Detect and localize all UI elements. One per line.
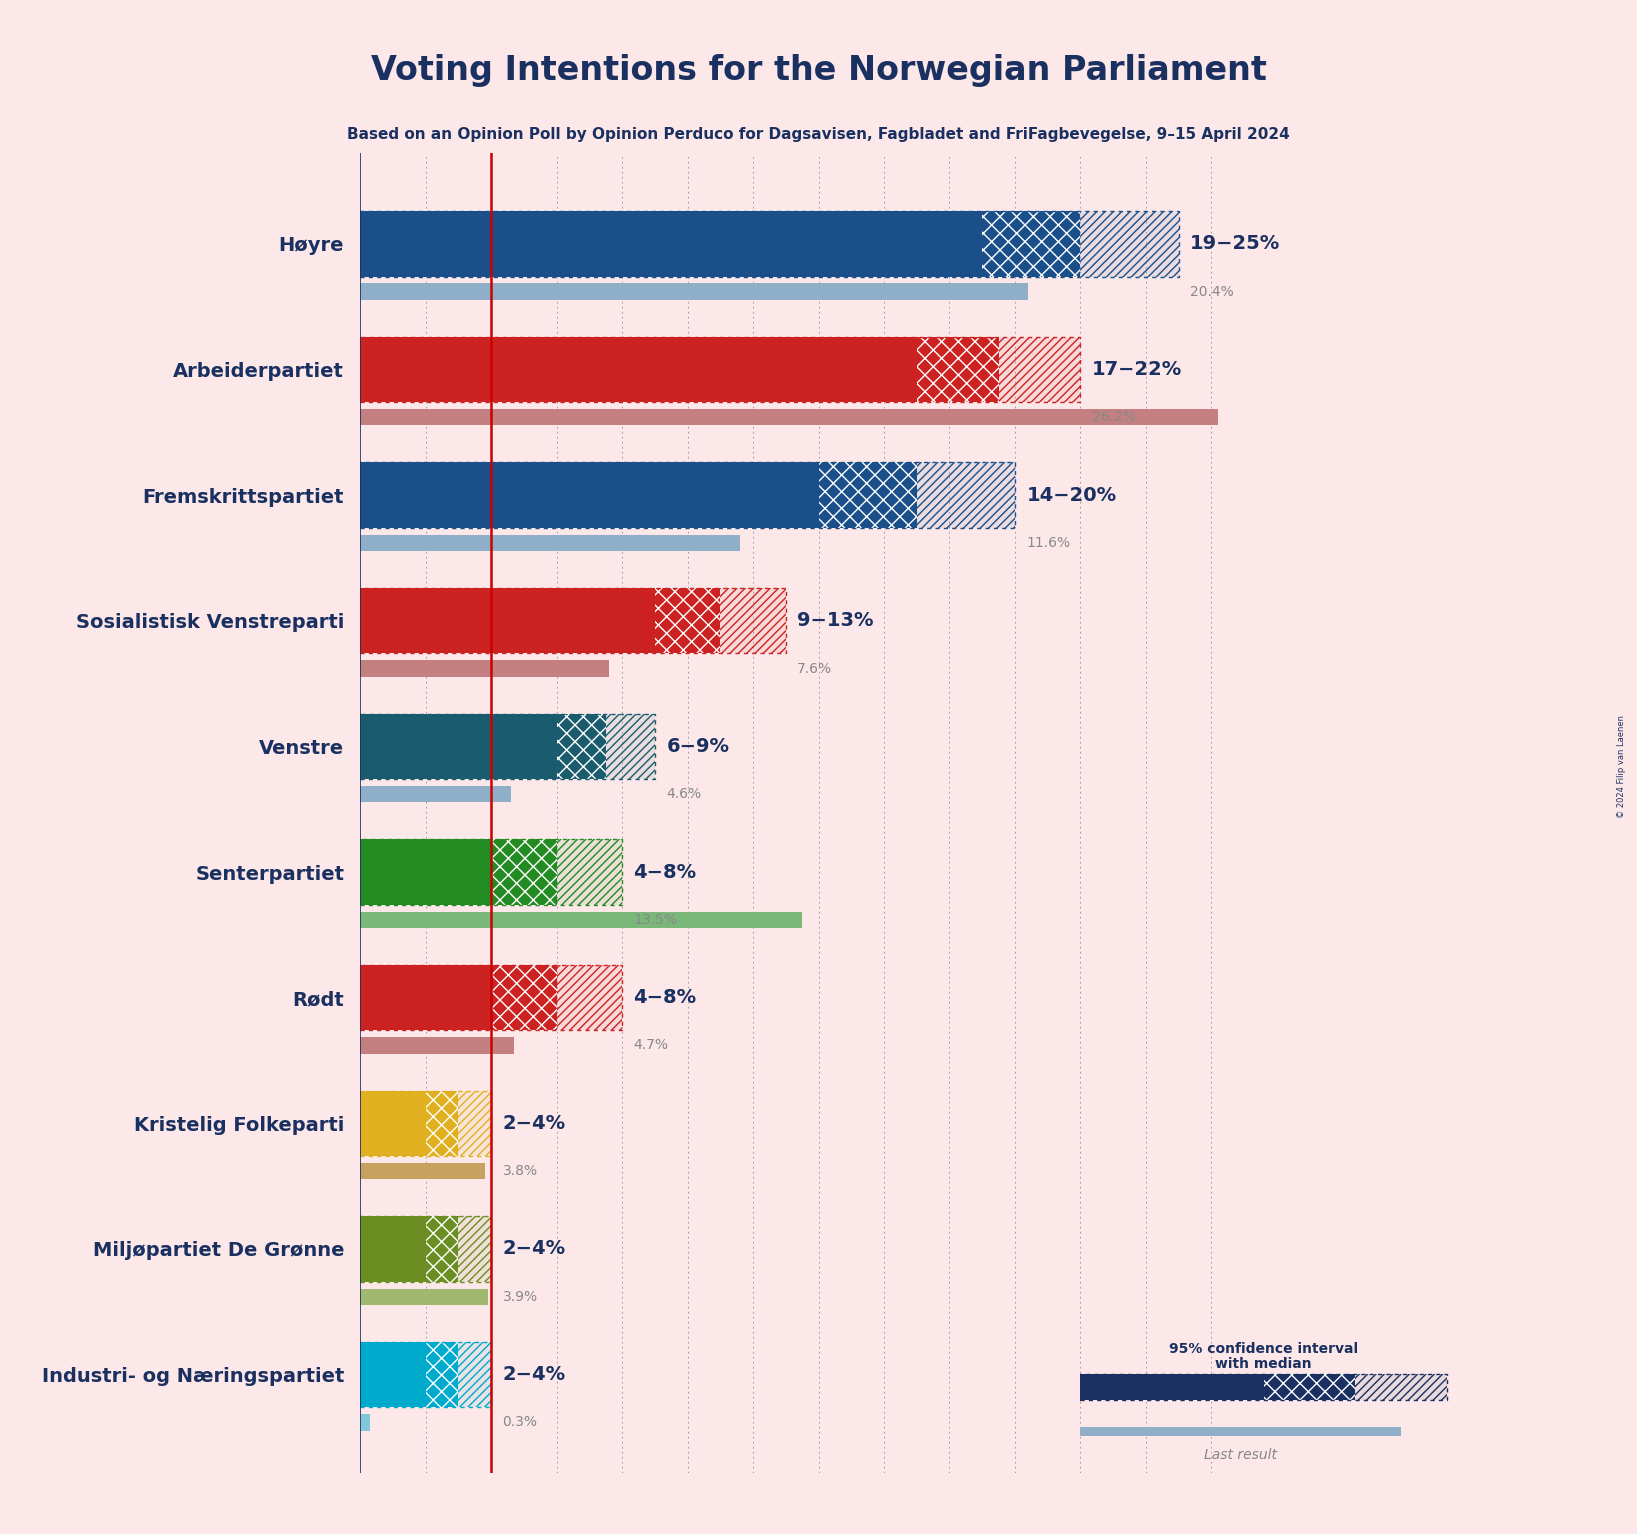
Bar	[360, 911, 802, 928]
Bar	[491, 839, 557, 905]
Text: 3.8%: 3.8%	[503, 1164, 537, 1178]
Bar	[360, 660, 609, 676]
Bar	[360, 284, 1028, 299]
Text: © 2024 Filip van Laenen: © 2024 Filip van Laenen	[1617, 715, 1626, 819]
Text: 2−4%: 2−4%	[503, 1365, 566, 1384]
Text: Based on an Opinion Poll by Opinion Perduco for Dagsavisen, Fagbladet and FriFag: Based on an Opinion Poll by Opinion Perd…	[347, 127, 1290, 143]
Bar	[1355, 1374, 1447, 1399]
Text: 17−22%: 17−22%	[1092, 360, 1182, 379]
Bar	[1355, 1374, 1447, 1399]
Bar	[1080, 1427, 1401, 1436]
Text: 4−8%: 4−8%	[634, 862, 697, 882]
Bar	[1080, 1374, 1264, 1399]
Bar	[1264, 1374, 1355, 1399]
Bar	[360, 1216, 426, 1282]
Text: Voting Intentions for the Norwegian Parliament: Voting Intentions for the Norwegian Parl…	[370, 54, 1267, 87]
Bar	[360, 1163, 485, 1180]
Bar	[360, 1037, 514, 1054]
Bar	[360, 1216, 491, 1282]
Bar	[458, 1216, 491, 1282]
Bar	[360, 535, 740, 551]
Bar	[360, 1091, 426, 1157]
Text: 4−8%: 4−8%	[634, 988, 697, 1008]
Text: 20.4%: 20.4%	[1190, 285, 1234, 299]
Bar	[360, 337, 917, 402]
Bar	[655, 588, 720, 653]
Bar	[360, 462, 1015, 528]
Bar	[557, 965, 622, 1031]
Bar	[360, 839, 491, 905]
Bar	[606, 713, 655, 779]
Bar	[491, 965, 557, 1031]
Bar	[606, 713, 655, 779]
Bar	[360, 462, 818, 528]
Bar	[458, 1091, 491, 1157]
Text: 4.6%: 4.6%	[666, 787, 701, 801]
Bar	[426, 1342, 458, 1407]
Bar	[426, 1216, 458, 1282]
Bar	[426, 1091, 458, 1157]
Bar	[458, 1091, 491, 1157]
Bar	[917, 462, 1015, 528]
Bar	[999, 337, 1080, 402]
Text: 13.5%: 13.5%	[634, 913, 678, 927]
Bar	[360, 1289, 488, 1305]
Bar	[360, 1342, 491, 1407]
Text: Last result: Last result	[1205, 1448, 1277, 1462]
Bar	[1080, 1374, 1447, 1399]
Text: 19−25%: 19−25%	[1190, 235, 1280, 253]
Bar	[557, 839, 622, 905]
Bar	[982, 212, 1080, 276]
Bar	[917, 462, 1015, 528]
Bar	[458, 1342, 491, 1407]
Bar	[360, 212, 982, 276]
Bar	[360, 965, 491, 1031]
Text: 4.7%: 4.7%	[634, 1039, 668, 1052]
Bar	[720, 588, 786, 653]
Bar	[360, 839, 622, 905]
Bar	[818, 462, 917, 528]
Bar	[360, 1091, 491, 1157]
Bar	[458, 1342, 491, 1407]
Bar	[360, 713, 655, 779]
Bar	[557, 839, 622, 905]
Bar	[720, 588, 786, 653]
Bar	[360, 1342, 426, 1407]
Bar	[360, 713, 557, 779]
Bar	[458, 1216, 491, 1282]
Text: 7.6%: 7.6%	[797, 661, 832, 675]
Bar	[917, 337, 999, 402]
Text: 14−20%: 14−20%	[1026, 486, 1116, 505]
Bar	[360, 337, 1080, 402]
Bar	[360, 588, 786, 653]
Text: 11.6%: 11.6%	[1026, 535, 1071, 549]
Text: 3.9%: 3.9%	[503, 1290, 537, 1304]
Bar	[557, 965, 622, 1031]
Text: 9−13%: 9−13%	[797, 611, 874, 630]
Bar	[360, 785, 511, 802]
Text: 2−4%: 2−4%	[503, 1239, 566, 1258]
Bar	[1080, 212, 1179, 276]
Bar	[999, 337, 1080, 402]
Text: 2−4%: 2−4%	[503, 1114, 566, 1132]
Text: 6−9%: 6−9%	[666, 736, 728, 756]
Bar	[360, 410, 1218, 425]
Text: 95% confidence interval: 95% confidence interval	[1169, 1342, 1359, 1356]
Bar	[360, 965, 622, 1031]
Text: 0.3%: 0.3%	[503, 1416, 537, 1430]
Bar	[360, 1414, 370, 1431]
Bar	[360, 212, 1179, 276]
Bar	[1080, 212, 1179, 276]
Text: 26.2%: 26.2%	[1092, 410, 1136, 425]
Bar	[360, 588, 655, 653]
Text: with median: with median	[1215, 1358, 1313, 1371]
Bar	[557, 713, 606, 779]
